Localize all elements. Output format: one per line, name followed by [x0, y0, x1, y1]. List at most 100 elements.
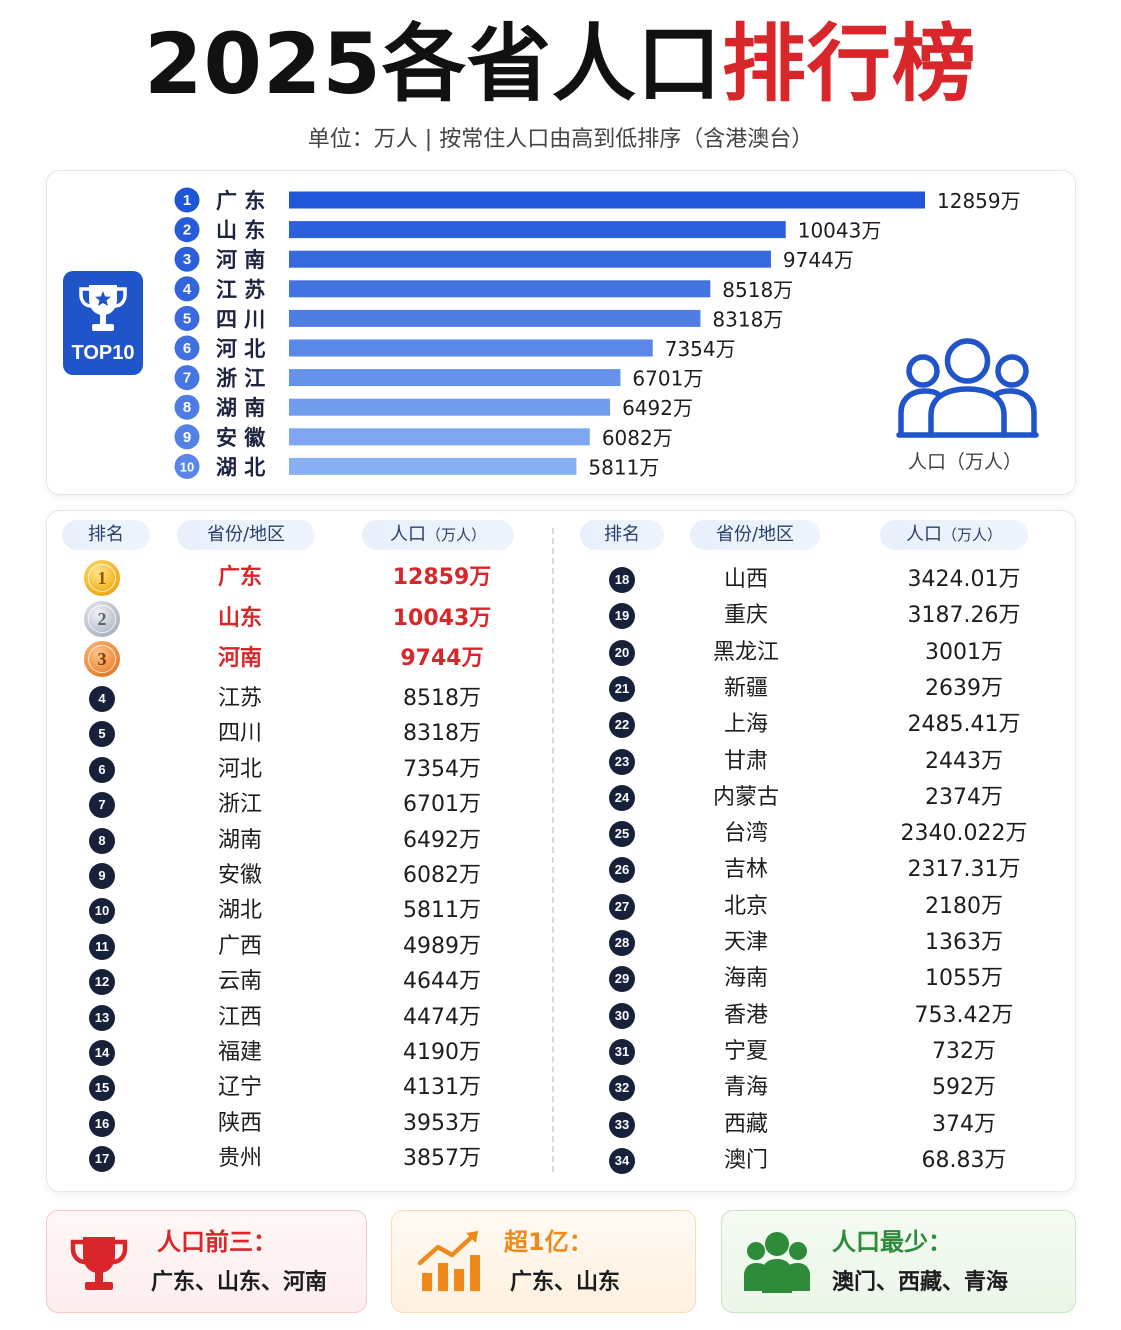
rank-medal: 1	[84, 560, 120, 596]
top10-bar-chart: 1 广 东 12859万 2 山 东 10043万 3 河 南 9744万 4 江 苏 8518万 5 四…	[174, 187, 1021, 479]
bar	[289, 457, 577, 475]
population-value: 12859万	[392, 565, 492, 590]
rank-circle: 12	[89, 969, 115, 996]
rank-circle: 28	[609, 930, 635, 956]
bar-category-label: 河 北	[216, 337, 265, 361]
rank-circle: 30	[609, 1002, 635, 1029]
population-value: 4474万	[403, 1004, 481, 1030]
title-highlight: 排行榜	[721, 15, 977, 113]
region-name: 新疆	[723, 675, 768, 701]
population-value: 4644万	[403, 969, 481, 995]
bar-rank-label: 5	[183, 310, 191, 327]
region-name: 云南	[217, 969, 262, 995]
bar	[289, 191, 925, 209]
bar-value-label: 5811万	[588, 455, 659, 479]
region-name: 内蒙古	[712, 784, 779, 810]
group-icon	[744, 1232, 810, 1293]
rank-medal: 2	[84, 600, 120, 637]
rank-circle: 8	[89, 827, 115, 854]
card-top-three-body: 广东、山东、河南	[151, 1270, 328, 1295]
medal-number: 2	[97, 608, 107, 629]
population-value: 2180万	[925, 893, 1003, 919]
region-name: 西藏	[723, 1111, 768, 1137]
population-value: 5811万	[403, 898, 481, 924]
bar-rank-label: 6	[183, 340, 191, 357]
rank-circle: 5	[89, 721, 115, 748]
card-top-three: 人口前三： 广东、山东、河南	[46, 1210, 367, 1313]
header-pop-unit: （万人）	[425, 526, 486, 544]
bar-rank-circle	[174, 424, 200, 450]
region-name: 北京	[723, 893, 768, 919]
bar-value-label: 6492万	[622, 396, 693, 420]
bar-category-label: 湖 北	[216, 455, 265, 479]
region-name: 海南	[723, 966, 768, 992]
region-name: 天津	[723, 930, 768, 955]
medal-ring	[88, 604, 116, 633]
rank-circle: 18	[609, 567, 635, 593]
card-least-population-title: 人口最少：	[832, 1228, 952, 1256]
rank-circle: 26	[609, 857, 635, 884]
header-pop-left: 人口（万人）	[362, 520, 514, 550]
region-name: 广西	[217, 933, 262, 959]
population-value: 374万	[932, 1111, 996, 1137]
region-name: 福建	[217, 1040, 262, 1065]
header-region-left: 省份/地区	[177, 520, 315, 550]
region-name: 广东	[217, 565, 262, 590]
card-least-population-body: 澳门、西藏、青海	[832, 1270, 1009, 1295]
bar	[289, 280, 711, 298]
rank-circle: 31	[609, 1038, 635, 1065]
rank-circle: 4	[89, 686, 115, 712]
population-value: 2639万	[925, 675, 1003, 701]
population-value: 2317.31万	[907, 857, 1021, 883]
bar-rank-label: 2	[183, 222, 191, 239]
bar-value-label: 8318万	[712, 307, 783, 331]
region-name: 青海	[723, 1075, 768, 1101]
region-name: 澳门	[723, 1147, 768, 1173]
rank-circle: 14	[89, 1040, 115, 1066]
region-name: 贵州	[217, 1146, 262, 1172]
population-value: 7354万	[403, 756, 481, 782]
region-name: 湖北	[217, 898, 262, 924]
population-value: 592万	[932, 1075, 996, 1101]
population-value: 3953万	[403, 1110, 481, 1136]
population-value: 3001万	[925, 639, 1003, 665]
rank-circle: 15	[89, 1075, 115, 1102]
bar-rank-circle	[174, 394, 200, 420]
region-name: 黑龙江	[712, 639, 779, 665]
region-name: 陕西	[217, 1110, 262, 1136]
region-name: 宁夏	[723, 1038, 768, 1064]
bar	[289, 221, 786, 239]
card-over-100m: 超1亿： 广东、山东	[391, 1210, 696, 1313]
header-rank-left: 排名	[62, 520, 150, 550]
top10-label: TOP10	[71, 342, 135, 364]
bar-category-label: 安 徽	[216, 426, 266, 450]
medal-ring	[88, 645, 116, 673]
region-name: 安徽	[217, 863, 262, 888]
header-pop-main: 人口	[905, 524, 942, 545]
people-label: 人口（万人）	[907, 451, 1022, 473]
medal-number: 1	[97, 568, 107, 588]
region-name: 江苏	[217, 686, 262, 711]
bar-rank-circle	[174, 246, 200, 272]
bar-rank-label: 9	[183, 429, 191, 446]
population-value: 9744万	[400, 646, 484, 671]
region-name: 湖南	[217, 827, 262, 853]
header-region-right: 省份/地区	[690, 520, 820, 550]
bar-category-label: 四 川	[216, 307, 265, 331]
header-pop-right: 人口（万人）	[880, 520, 1028, 550]
bar-rank-label: 4	[183, 281, 192, 298]
trophy-icon	[70, 1237, 128, 1290]
population-value: 3857万	[403, 1146, 481, 1172]
rank-circle: 25	[609, 821, 635, 848]
people-icon	[896, 338, 1039, 438]
page-title: 2025各省人口排行榜	[0, 14, 1121, 114]
table-divider	[552, 528, 554, 1172]
rank-medal: 3	[84, 641, 120, 677]
population-value: 3424.01万	[907, 567, 1021, 592]
rank-circle: 24	[609, 784, 635, 811]
rank-circle: 7	[89, 792, 115, 819]
card-over-100m-title: 超1亿：	[504, 1228, 593, 1256]
bar-value-label: 6701万	[632, 367, 703, 391]
bar-rank-label: 8	[183, 399, 191, 416]
population-value: 6701万	[403, 792, 481, 818]
